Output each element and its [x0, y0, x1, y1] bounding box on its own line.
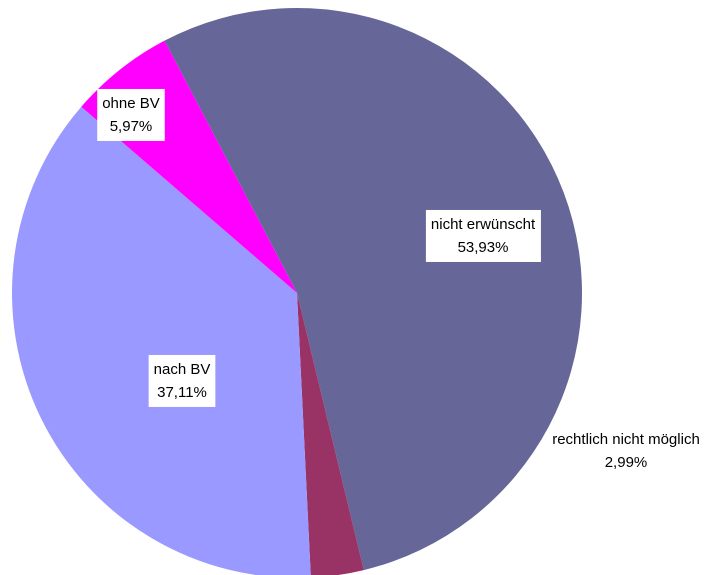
slice-label: ohne BV 5,97% [97, 88, 165, 141]
label-box [425, 209, 541, 262]
category-label: rechtlich nicht möglich [552, 431, 700, 448]
slice-label: nicht erwünscht 53,93% [425, 209, 541, 262]
category-label: ohne BV [102, 95, 160, 112]
value-label: 37,11% [157, 384, 207, 401]
pie-slice [12, 106, 311, 575]
slice-label: nach BV 37,11% [148, 354, 216, 407]
category-label: nicht erwünscht [431, 216, 536, 233]
label-box [148, 354, 216, 407]
value-label: 53,93% [458, 239, 509, 256]
pie-slice [164, 8, 582, 571]
value-label: 5,97% [110, 118, 153, 135]
value-label: 2,99% [605, 454, 648, 471]
category-label: nach BV [154, 361, 211, 378]
label-box [97, 88, 165, 141]
slice-label: rechtlich nicht möglich 2,99% [552, 431, 700, 471]
pie-slice [297, 293, 364, 575]
